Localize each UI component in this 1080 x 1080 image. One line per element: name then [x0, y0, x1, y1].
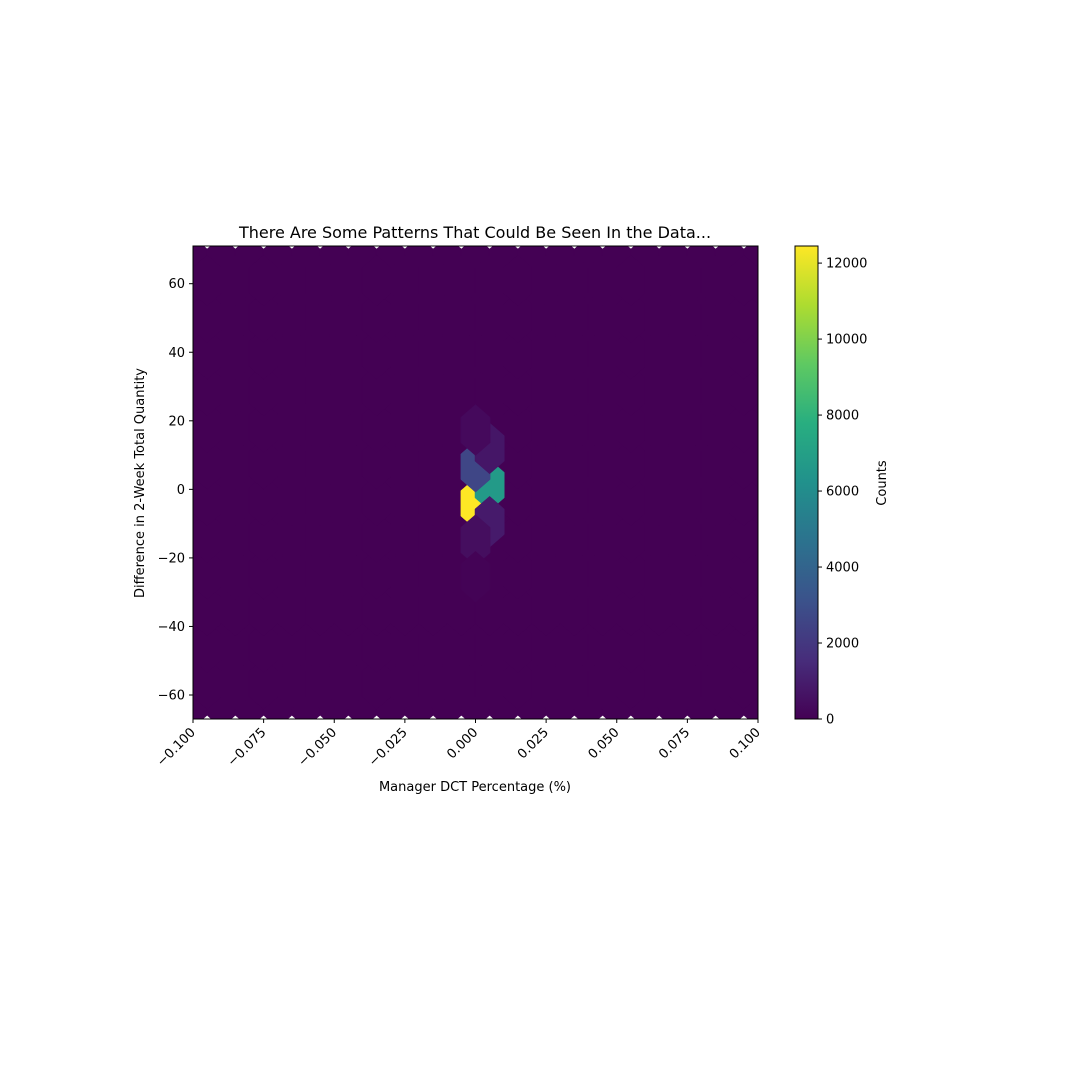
colorbar-tick-label: 8000 [826, 409, 859, 424]
chart-title: There Are Some Patterns That Could Be Se… [238, 223, 711, 242]
x-tick-label: 0.000 [444, 725, 481, 762]
hexbin-cell [729, 364, 758, 417]
y-axis-label: Difference in 2-Week Total Quantity [133, 368, 148, 598]
hexbin-cell [729, 621, 758, 673]
hexbin-cell [729, 511, 758, 563]
hexbin-cell [729, 584, 758, 637]
hexbin-cell [729, 254, 758, 307]
hexbin-cell [729, 474, 758, 527]
x-tick-label: −0.075 [225, 725, 270, 770]
x-tick-label: −0.050 [295, 725, 340, 770]
hexbin-cell [729, 438, 758, 490]
colorbar-tick-label: 4000 [826, 561, 859, 576]
y-tick-label: 60 [168, 277, 185, 292]
hexbin-cell [729, 401, 758, 453]
colorbar-tick-label: 6000 [826, 485, 859, 500]
x-tick-label: 0.025 [515, 725, 552, 762]
hexbin-cell [729, 548, 758, 600]
y-tick-label: 20 [168, 414, 185, 429]
hexbin-cell-high [460, 404, 491, 456]
x-axis-label: Manager DCT Percentage (%) [379, 780, 571, 795]
y-tick-label: −60 [158, 689, 185, 704]
colorbar-tick-label: 12000 [826, 257, 867, 272]
colorbar-tick-label: 2000 [826, 637, 859, 652]
colorbar-tick-label: 0 [826, 713, 834, 728]
y-tick-label: −40 [158, 620, 185, 635]
y-tick-label: −20 [158, 551, 185, 566]
x-tick-label: −0.025 [366, 725, 411, 770]
colorbar [794, 245, 819, 720]
x-tick-label: 0.100 [727, 725, 764, 762]
x-tick-label: 0.075 [656, 725, 693, 762]
hexbin-layer [193, 246, 758, 719]
y-tick-label: 40 [168, 346, 185, 361]
hexbin-cell [729, 291, 758, 343]
colorbar-tick-label: 10000 [826, 333, 867, 348]
y-tick-label: 0 [177, 483, 185, 498]
colorbar-ticks: 0 2000 4000 6000 8000 10000 12000 [818, 257, 867, 728]
x-tick-label: 0.050 [586, 725, 623, 762]
colorbar-label: Counts [875, 460, 890, 506]
hexbin-cell [729, 328, 758, 380]
hexbin-cell [729, 658, 758, 710]
x-tick-label: −0.100 [154, 725, 199, 770]
hexbin-cell-high [460, 550, 491, 603]
x-axis-ticks: −0.100 −0.075 −0.050 −0.025 0.000 0.025 0.050 0… [154, 719, 764, 770]
y-axis-ticks: −60 −40 −20 0 20 40 60 [158, 277, 193, 704]
